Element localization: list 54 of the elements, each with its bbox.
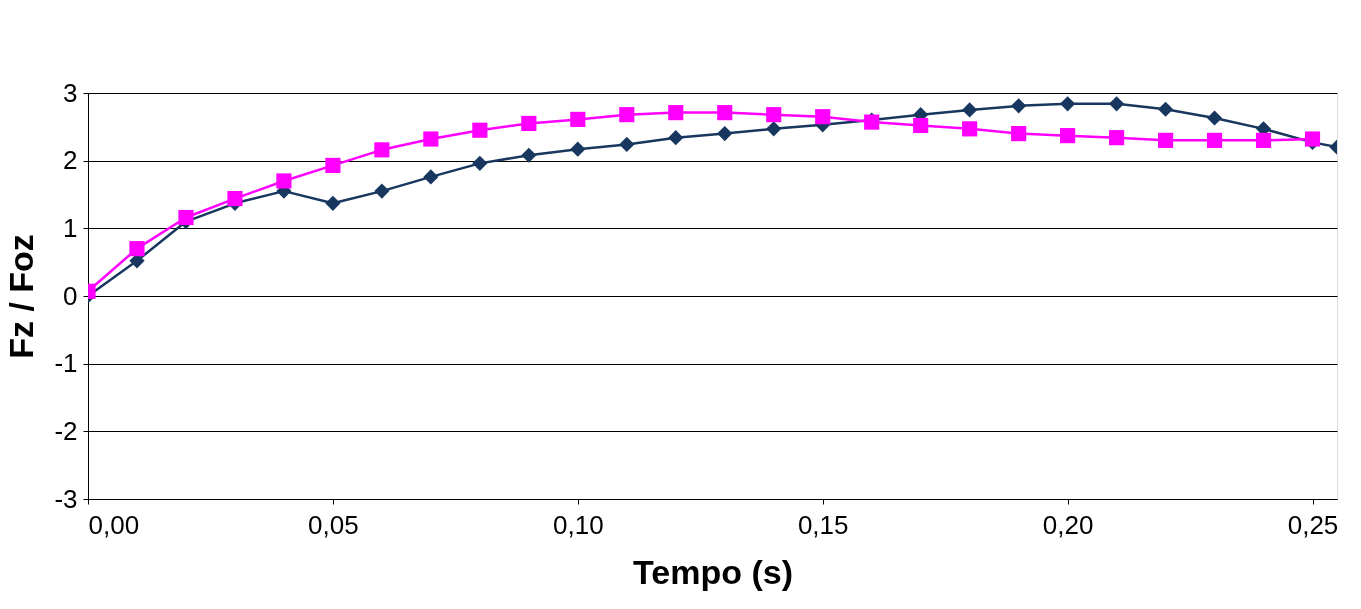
point: [472, 155, 488, 171]
point: [815, 109, 831, 125]
y-tick-label: 0: [63, 280, 78, 311]
point: [1011, 98, 1027, 114]
y-tick-label: -1: [54, 348, 78, 379]
point: [766, 107, 782, 123]
point: [178, 209, 194, 226]
point: [1255, 132, 1272, 148]
x-tick-label: 0,00: [88, 509, 140, 540]
y-tick-label: 1: [63, 212, 78, 243]
point: [227, 190, 243, 207]
point: [1206, 110, 1223, 126]
point: [472, 122, 488, 138]
y-tick-label: -2: [54, 415, 78, 446]
y-tick-label: 3: [63, 77, 78, 108]
point: [1157, 101, 1174, 117]
point: [1206, 132, 1223, 148]
point: [521, 115, 537, 132]
point: [668, 105, 684, 121]
y-axis-title: Fz / Foz: [2, 234, 41, 359]
point: [570, 141, 586, 157]
point: [668, 130, 684, 146]
point: [717, 105, 733, 121]
point: [962, 121, 978, 137]
x-tick-label: 0,20: [1042, 509, 1094, 540]
point: [1060, 96, 1076, 112]
point: [521, 147, 537, 163]
point: [1109, 130, 1125, 146]
x-axis-title: Tempo (s): [633, 552, 793, 591]
point: [129, 241, 145, 257]
point: [374, 183, 390, 199]
y-tick-label: 2: [63, 145, 78, 176]
point: [962, 102, 978, 118]
point: [325, 157, 341, 173]
point: [276, 173, 292, 189]
point: [1011, 126, 1027, 142]
x-tick-label: 0,15: [797, 509, 849, 540]
point: [619, 107, 635, 123]
point: [913, 117, 929, 134]
point: [1060, 128, 1076, 144]
point: [570, 111, 586, 127]
point: [1157, 132, 1174, 148]
point: [423, 131, 439, 147]
x-tick-label: 0,05: [308, 509, 359, 540]
y-tick-label: -3: [54, 483, 78, 514]
point: [325, 195, 341, 211]
x-tick-label: 0,10: [553, 509, 604, 540]
point: [619, 136, 635, 153]
point: [717, 126, 733, 142]
x-tick-label: 0,25: [1287, 509, 1339, 540]
point: [766, 121, 782, 137]
point: [423, 169, 439, 185]
point: [1109, 96, 1125, 112]
point: [374, 142, 390, 158]
